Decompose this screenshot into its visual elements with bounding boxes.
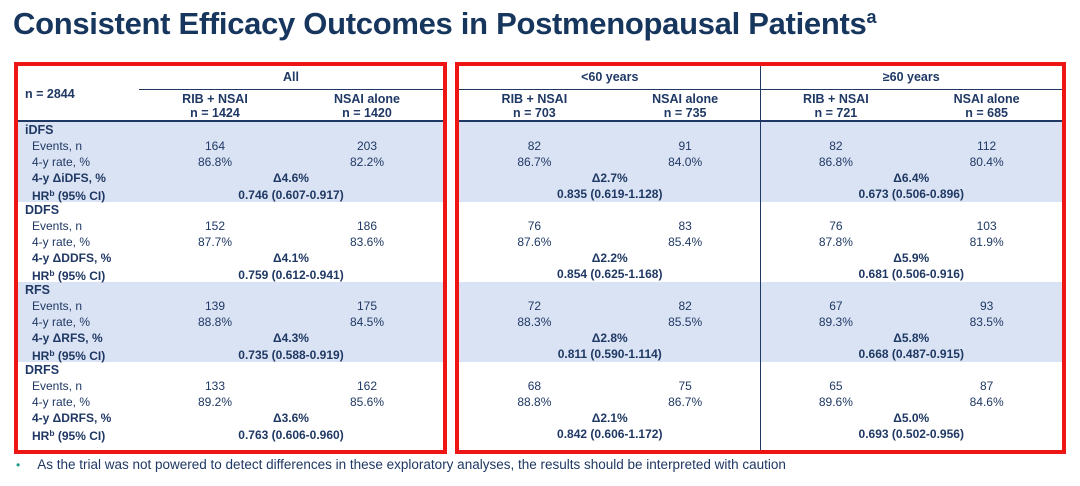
header-all: n = 2844 All RIB + NSAI n = 1424 NSAI al…	[18, 66, 443, 122]
arm-name: RIB + NSAI	[501, 92, 568, 106]
row-rate: 87.6% 85.4% 87.8% 81.9%	[517, 234, 1004, 249]
row-hr: HRb (95% CI) 0.759 (0.612-0.941)	[32, 267, 344, 284]
section-title: DRFS	[25, 362, 60, 377]
section-ddfs-age: 76 83 76 103 87.6% 85.4% 87.8% 81.9% Δ2.2% Δ5.9…	[459, 202, 1062, 282]
arm-n: n = 735	[663, 106, 707, 120]
group-label-lt60: <60 years	[459, 66, 761, 90]
section-drfs-all: DRFS Events, n 133 162 4-y rate, % 89.2% 85.…	[18, 362, 443, 444]
arm-header-all-rib: RIB + NSAI n = 1424	[139, 90, 291, 120]
panel-all-patients: n = 2844 All RIB + NSAI n = 1424 NSAI al…	[14, 62, 447, 454]
row-hr: HRb (95% CI) 0.735 (0.588-0.919)	[32, 347, 344, 364]
row-events: Events, n 133 162	[32, 378, 378, 393]
arm-header-ge60-nsai: NSAI alone n = 685	[911, 90, 1062, 120]
row-events: 68 75 65 87	[527, 378, 994, 393]
n-total-label: n = 2844	[25, 87, 75, 101]
arm-n: n = 703	[513, 106, 556, 120]
footnote-text: As the trial was not powered to detect d…	[37, 457, 786, 472]
row-delta: 4-y ΔiDFS, % Δ4.6%	[32, 170, 309, 185]
arm-name: RIB + NSAI	[182, 92, 248, 106]
arm-name: NSAI alone	[652, 92, 719, 106]
arm-name: RIB + NSAI	[803, 92, 869, 106]
row-hr: HRb (95% CI) 0.763 (0.606-0.960)	[32, 427, 344, 444]
section-idfs-all: iDFS Events, n 164 203 4-y rate, % 86.8% 82.…	[18, 122, 443, 204]
arm-name: NSAI alone	[334, 92, 400, 106]
section-rfs-all: RFS Events, n 139 175 4-y rate, % 88.8% 84.5…	[18, 282, 443, 364]
row-rate: 86.7% 84.0% 86.8% 80.4%	[517, 154, 1004, 169]
arm-header-ge60-rib: RIB + NSAI n = 721	[761, 90, 912, 120]
arm-header-row-all: RIB + NSAI n = 1424 NSAI alone n = 1420	[18, 90, 443, 120]
page-title-footnote-marker: a	[866, 7, 877, 27]
group-label-all: All	[139, 66, 443, 90]
arm-header-lt60-rib: RIB + NSAI n = 703	[459, 90, 610, 120]
row-hr: 0.811 (0.590-1.114) 0.668 (0.487-0.915)	[557, 346, 964, 361]
row-events: 82 91 82 112	[527, 138, 997, 153]
row-events: Events, n 139 175	[32, 298, 378, 313]
arm-n: n = 1420	[342, 106, 392, 120]
row-hr: 0.842 (0.606-1.172) 0.693 (0.502-0.956)	[557, 426, 964, 441]
footnote: • As the trial was not powered to detect…	[16, 457, 786, 472]
arm-name: NSAI alone	[953, 92, 1020, 106]
bullet-icon: •	[16, 458, 21, 472]
row-rate: 88.3% 85.5% 89.3% 83.5%	[517, 314, 1004, 329]
group-label-ge60: ≥60 years	[760, 66, 1062, 90]
row-delta: 4-y ΔDRFS, % Δ3.6%	[32, 410, 309, 425]
row-rate: 4-y rate, % 89.2% 85.6%	[32, 394, 385, 409]
arm-n: n = 721	[814, 106, 858, 120]
section-ddfs-all: DDFS Events, n 152 186 4-y rate, % 87.7% 83.…	[18, 202, 443, 284]
panel-age-subgroups: <60 years ≥60 years RIB + NSAI n = 703 N…	[455, 62, 1066, 454]
section-drfs-age: 68 75 65 87 88.8% 86.7% 89.6% 84.6% Δ2.1% Δ5.0%…	[459, 362, 1062, 442]
group-label-row-age: <60 years ≥60 years	[459, 66, 1062, 90]
row-delta: Δ2.8% Δ5.8%	[591, 330, 930, 345]
row-events: Events, n 164 203	[32, 138, 378, 153]
row-delta: Δ2.7% Δ6.4%	[591, 170, 930, 185]
page-title: Consistent Efficacy Outcomes in Postmeno…	[13, 6, 876, 42]
age-group-divider	[760, 66, 761, 450]
row-delta: 4-y ΔDDFS, % Δ4.1%	[32, 250, 309, 265]
row-hr: HRb (95% CI) 0.746 (0.607-0.917)	[32, 187, 344, 204]
section-title: RFS	[25, 282, 50, 297]
row-events: Events, n 152 186	[32, 218, 378, 233]
row-hr: 0.854 (0.625-1.168) 0.681 (0.506-0.916)	[557, 266, 964, 281]
row-rate: 4-y rate, % 88.8% 84.5%	[32, 314, 385, 329]
arm-n: n = 1424	[190, 106, 240, 120]
page-title-text: Consistent Efficacy Outcomes in Postmeno…	[13, 6, 867, 41]
arm-header-all-nsai: NSAI alone n = 1420	[291, 90, 443, 120]
arm-n: n = 685	[965, 106, 1008, 120]
arm-header-row-age: RIB + NSAI n = 703 NSAI alone n = 735 RI…	[459, 90, 1062, 120]
row-delta: 4-y ΔRFS, % Δ4.3%	[32, 330, 309, 345]
section-title: iDFS	[25, 122, 54, 137]
arm-header-lt60-nsai: NSAI alone n = 735	[610, 90, 761, 120]
row-events: 76 83 76 103	[527, 218, 997, 233]
group-label-row-all: All	[18, 66, 443, 90]
row-rate: 88.8% 86.7% 89.6% 84.6%	[517, 394, 1004, 409]
row-rate: 4-y rate, % 86.8% 82.2%	[32, 154, 385, 169]
row-rate: 4-y rate, % 87.7% 83.6%	[32, 234, 385, 249]
row-delta: Δ2.2% Δ5.9%	[591, 250, 930, 265]
row-delta: Δ2.1% Δ5.0%	[591, 410, 930, 425]
section-title: DDFS	[25, 202, 60, 217]
row-hr: 0.835 (0.619-1.128) 0.673 (0.506-0.896)	[557, 186, 964, 201]
row-events: 72 82 67 93	[527, 298, 994, 313]
